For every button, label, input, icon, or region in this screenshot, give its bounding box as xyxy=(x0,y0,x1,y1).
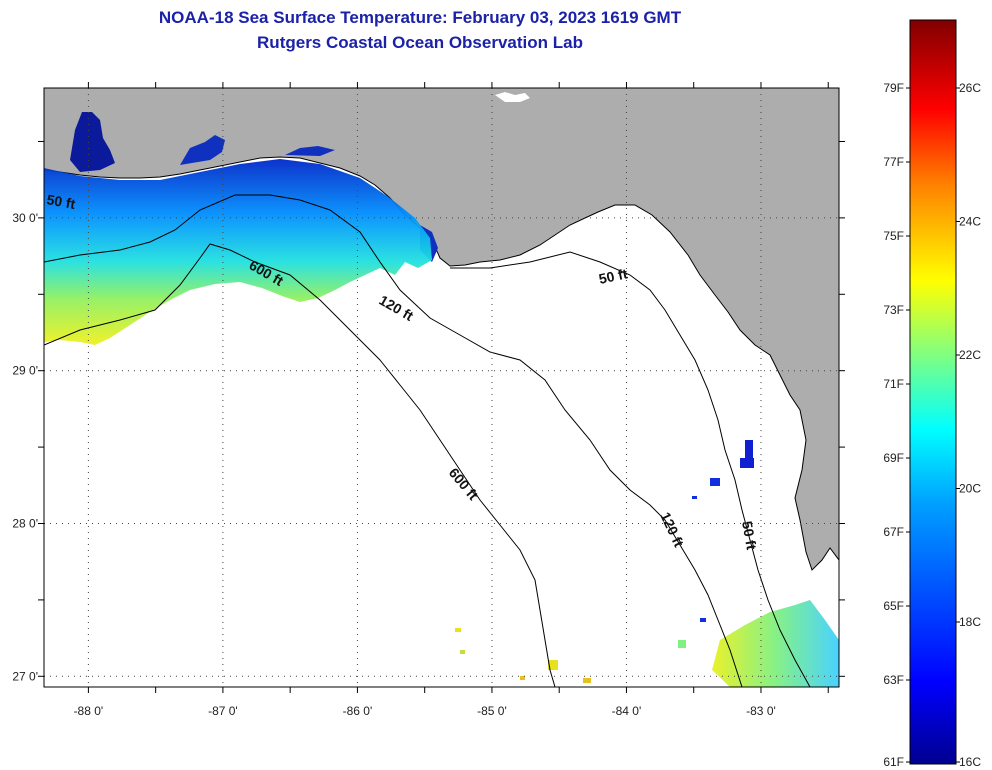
colorbar-f-label: 79F xyxy=(883,81,904,95)
colorbar-c-label: 16C xyxy=(959,755,981,769)
map-frame xyxy=(43,87,840,688)
colorbar-c-label: 18C xyxy=(959,615,981,629)
colorbar-fahrenheit-labels: 79F 77F 75F 73F 71F 69F 67F 65F 63F 61F xyxy=(883,81,910,769)
colorbar-f-label: 73F xyxy=(883,303,904,317)
colorbar-f-label: 77F xyxy=(883,155,904,169)
x-tick-label: -86 0' xyxy=(343,704,373,718)
colorbar-c-label: 24C xyxy=(959,215,981,229)
y-tick-label: 29 0' xyxy=(12,364,38,378)
colorbar-f-label: 69F xyxy=(883,451,904,465)
contour-600ft xyxy=(44,243,556,687)
colorbar xyxy=(909,19,957,765)
y-tick-label: 30 0' xyxy=(12,211,38,225)
x-tick-label: -83 0' xyxy=(746,704,776,718)
sst-speckles xyxy=(455,440,754,683)
mobile-bay xyxy=(70,112,115,172)
land-mass xyxy=(44,88,839,571)
choctaw-bay xyxy=(285,146,335,156)
contour-120ft xyxy=(44,194,743,687)
contour-label-50-b: 50 ft xyxy=(739,520,760,551)
colorbar-f-label: 75F xyxy=(883,229,904,243)
colorbar-c-label: 26C xyxy=(959,81,981,95)
colorbar-c-label: 22C xyxy=(959,348,981,362)
colorbar-f-label: 67F xyxy=(883,525,904,539)
sst-field-southeast xyxy=(712,600,839,687)
y-tick-label: 28 0' xyxy=(12,516,38,530)
x-tick-label: -85 0' xyxy=(477,704,507,718)
contour-label-west: 50 ft xyxy=(45,191,76,212)
graticule xyxy=(44,88,839,687)
x-tick-label: -87 0' xyxy=(208,704,238,718)
inland-lake xyxy=(495,92,530,102)
colorbar-f-label: 61F xyxy=(883,755,904,769)
map-title: NOAA-18 Sea Surface Temperature: Februar… xyxy=(158,8,682,27)
contour-50ft xyxy=(450,251,811,687)
x-tick-label: -88 0' xyxy=(74,704,104,718)
colorbar-c-label: 20C xyxy=(959,482,981,496)
colorbar-f-label: 71F xyxy=(883,377,904,391)
colorbar-celsius-labels: 26C 24C 22C 20C 18C 16C xyxy=(956,81,981,769)
pensacola-bay xyxy=(180,135,225,165)
contour-label-50-a: 50 ft xyxy=(597,265,629,287)
map-subtitle: Rutgers Coastal Ocean Observation Lab xyxy=(257,33,583,52)
sst-field-northwest xyxy=(44,159,432,345)
x-tick-label: -84 0' xyxy=(612,704,642,718)
y-axis: 30 0' 29 0' 28 0' 27 0' xyxy=(12,140,845,683)
colorbar-f-label: 63F xyxy=(883,673,904,687)
y-tick-label: 27 0' xyxy=(12,669,38,683)
colorbar-f-label: 65F xyxy=(883,599,904,613)
x-axis: -88 0' -87 0' -86 0' -85 0' -84 0' -83 0' xyxy=(74,82,829,718)
